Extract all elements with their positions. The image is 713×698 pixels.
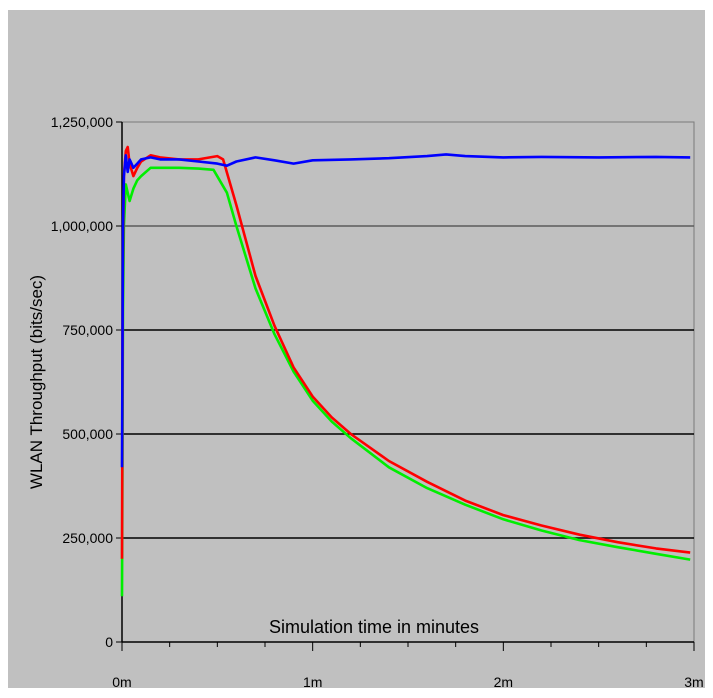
axes: 0 250,000 500,000 750,000 1,000,000 1,250,000… [51,114,704,690]
x-tick-label: 1m [303,674,322,690]
x-tick-label: 0m [112,674,131,690]
x-tick-label: 2m [494,674,513,690]
y-tick-label: 750,000 [62,322,113,338]
y-tick-label: 500,000 [62,426,113,442]
y-tick-label: 1,250,000 [51,114,113,130]
series-lines [120,145,691,597]
y-axis-label: WLAN Throughput (bits/sec) [27,275,46,489]
y-tick-label: 1,000,000 [51,218,113,234]
series-green-line [120,166,691,597]
series-blue-line [120,153,691,468]
y-tick-label: 250,000 [62,530,113,546]
plot-area [121,121,695,643]
y-tick-label: 0 [105,634,113,650]
x-tick-label: 3m [684,674,703,690]
x-axis-label: Simulation time in minutes [269,617,479,637]
